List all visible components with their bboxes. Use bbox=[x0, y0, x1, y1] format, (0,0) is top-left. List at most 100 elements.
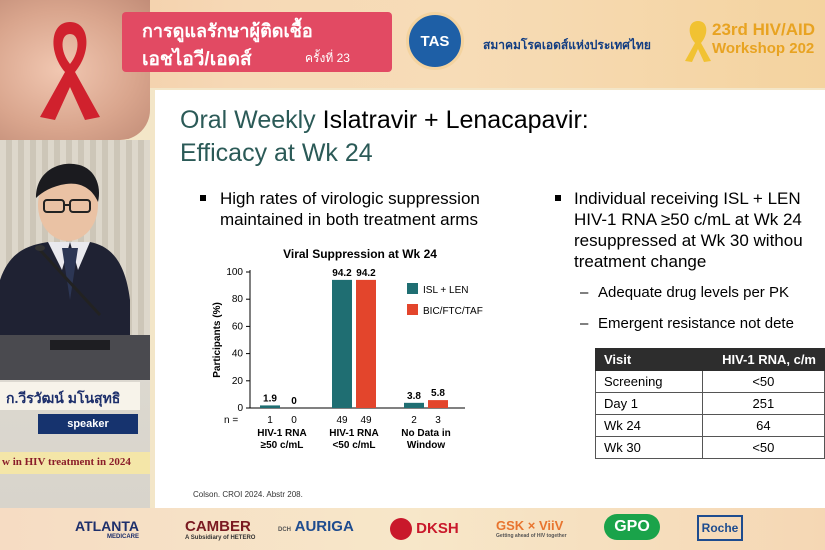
sponsor-name: AURIGA bbox=[294, 518, 354, 535]
sponsor-logo-dksh: DKSH bbox=[390, 518, 459, 540]
workshop-title-line2: Workshop 202 bbox=[712, 40, 815, 57]
chart-bar bbox=[332, 279, 352, 408]
right-bullet-line4: treatment change bbox=[574, 252, 707, 271]
event-title-suffix: ครั้งที่ 23 bbox=[305, 51, 350, 65]
sponsor-name: Roche bbox=[701, 521, 739, 535]
y-tick-label: 40 bbox=[232, 349, 244, 360]
table-cell-rna: <50 bbox=[701, 436, 825, 459]
right-bullet-line1: Individual receiving ISL + LEN bbox=[574, 189, 801, 208]
viral-load-table: Visit HIV-1 RNA, c/m Screening <50 Day 1… bbox=[595, 348, 825, 459]
table-row: Wk 24 64 bbox=[595, 414, 825, 437]
legend-swatch bbox=[407, 304, 418, 315]
n-count-label: 3 bbox=[435, 415, 441, 426]
sponsor-logo-gpo: GPO bbox=[604, 514, 660, 540]
chart-bar bbox=[404, 402, 424, 408]
table-row: Screening <50 bbox=[595, 370, 825, 393]
left-bullet-line1: High rates of virologic suppression bbox=[220, 189, 480, 208]
y-tick-label: 80 bbox=[232, 294, 244, 305]
y-tick-label: 60 bbox=[232, 321, 244, 332]
event-title-box: การดูแลรักษาผู้ติดเชื้อ เอชไอวี/เอดส์ คร… bbox=[122, 12, 392, 72]
sponsor-logo-camber: CAMBER A Subsidiary of HETERO bbox=[185, 518, 255, 541]
workshop-title-line1: 23rd HIV/AID bbox=[712, 20, 815, 39]
speaker-name: ก.วีรวัฒน์ มโนสุทธิ bbox=[0, 382, 140, 410]
event-title-line1: การดูแลรักษาผู้ติดเชื้อ bbox=[142, 21, 313, 41]
x-category-label-line1: HIV-1 RNA bbox=[257, 428, 306, 439]
n-count-label: 0 bbox=[291, 415, 297, 426]
right-bullet-line3: resuppressed at Wk 30 withou bbox=[574, 231, 803, 250]
table-row: Wk 30 <50 bbox=[595, 436, 825, 459]
table-cell-rna: 251 bbox=[701, 392, 825, 415]
slide-title-line2: Efficacy at Wk 24 bbox=[180, 139, 373, 167]
y-tick-label: 0 bbox=[237, 403, 243, 414]
table-header-visit: Visit bbox=[595, 348, 703, 371]
event-banner: การดูแลรักษาผู้ติดเชื้อ เอชไอวี/เอดส์ คร… bbox=[0, 0, 825, 140]
dash-marker: – bbox=[580, 315, 589, 332]
legend-label: ISL + LEN bbox=[423, 285, 469, 296]
x-category-label-line1: No Data in bbox=[401, 428, 450, 439]
n-count-label: 2 bbox=[411, 415, 417, 426]
speaker-role-badge: speaker bbox=[38, 414, 138, 434]
sponsor-name: GPO bbox=[614, 518, 650, 535]
bar-value-label: 94.2 bbox=[356, 268, 376, 279]
sponsor-name: DKSH bbox=[416, 519, 459, 537]
sponsor-name: GSK × ViiV bbox=[496, 518, 564, 533]
sponsor-logo-gsk-viiv: GSK × ViiV Getting ahead of HIV together bbox=[496, 518, 567, 539]
tas-logo: TAS bbox=[406, 12, 464, 70]
presentation-slide: Oral Weekly Islatravir + Lenacapavir: Ef… bbox=[155, 90, 825, 508]
table-cell-visit: Wk 30 bbox=[595, 436, 703, 459]
bar-value-label: 94.2 bbox=[332, 268, 352, 279]
citation: Colson. CROI 2024. Abstr 208. bbox=[193, 490, 303, 499]
society-name: สมาคมโรคเอดส์แห่งประเทศไทย bbox=[483, 38, 651, 52]
y-axis-label: Participants (%) bbox=[212, 302, 223, 378]
right-bullet-line2: HIV-1 RNA ≥50 c/mL at Wk 24 bbox=[574, 210, 802, 229]
viral-suppression-chart: Viral Suppression at Wk 24 Participants (… bbox=[212, 247, 483, 451]
x-category-label-line2: Window bbox=[407, 440, 445, 451]
red-ribbon-icon bbox=[40, 22, 100, 120]
chart-bar bbox=[428, 400, 448, 408]
n-count-label: 49 bbox=[360, 415, 372, 426]
bar-value-label: 1.9 bbox=[263, 393, 277, 404]
sponsor-logo-roche: Roche bbox=[697, 515, 743, 541]
bullet-marker bbox=[555, 195, 561, 201]
sponsor-logo-atlanta: ATLANTA MEDICARE bbox=[75, 518, 139, 540]
sponsor-sub: MEDICARE bbox=[107, 534, 140, 540]
table-header-rna: HIV-1 RNA, c/m bbox=[701, 348, 825, 371]
n-count-label: 49 bbox=[336, 415, 348, 426]
tas-logo-text: TAS bbox=[420, 32, 450, 50]
n-equals-label: n = bbox=[224, 415, 238, 426]
sponsor-sub: DCH bbox=[278, 527, 291, 533]
x-category-label-line2: <50 c/mL bbox=[332, 440, 375, 451]
speaker-video bbox=[0, 163, 150, 380]
table-cell-visit: Wk 24 bbox=[595, 414, 703, 437]
sponsor-name: CAMBER bbox=[185, 518, 251, 535]
yellow-ribbon-icon bbox=[685, 21, 711, 62]
bullet-marker bbox=[200, 195, 206, 201]
sponsor-sub: A Subsidiary of HETERO bbox=[185, 535, 256, 541]
sponsor-sub: Getting ahead of HIV together bbox=[496, 533, 567, 539]
sponsor-name: ATLANTA bbox=[75, 518, 140, 534]
left-bullet-line2: maintained in both treatment arms bbox=[220, 210, 478, 229]
legend-label: BIC/FTC/TAF bbox=[423, 306, 483, 317]
table-cell-rna: 64 bbox=[701, 414, 825, 437]
table-cell-visit: Day 1 bbox=[595, 392, 703, 415]
bar-value-label: 3.8 bbox=[407, 391, 421, 402]
dash-marker: – bbox=[580, 284, 589, 301]
dksh-icon bbox=[390, 518, 412, 540]
slide-title-part1: Oral Weekly bbox=[180, 106, 323, 134]
x-category-label-line1: HIV-1 RNA bbox=[329, 428, 378, 439]
event-title-line2: เอชไอวี/เอดส์ bbox=[142, 49, 252, 70]
n-count-label: 1 bbox=[267, 415, 273, 426]
table-cell-visit: Screening bbox=[595, 370, 703, 393]
slide-title-drug: Islatravir + Lenacapavir: bbox=[322, 106, 589, 134]
chart-bar bbox=[356, 279, 376, 408]
y-tick-label: 20 bbox=[232, 376, 244, 387]
table-cell-rna: <50 bbox=[701, 370, 825, 393]
slide-title: Oral Weekly Islatravir + Lenacapavir: Ef… bbox=[180, 104, 680, 170]
chart-title: Viral Suppression at Wk 24 bbox=[283, 247, 437, 261]
bar-value-label: 0 bbox=[291, 396, 297, 407]
chart-bar bbox=[260, 405, 280, 408]
sponsor-logo-auriga: DCH AURIGA bbox=[278, 518, 354, 535]
sub-bullet-pk: Adequate drug levels per PK bbox=[598, 284, 789, 301]
sponsor-strip: ATLANTA MEDICARE CAMBER A Subsidiary of … bbox=[0, 508, 825, 550]
sub-bullet-resistance: Emergent resistance not dete bbox=[598, 315, 794, 332]
